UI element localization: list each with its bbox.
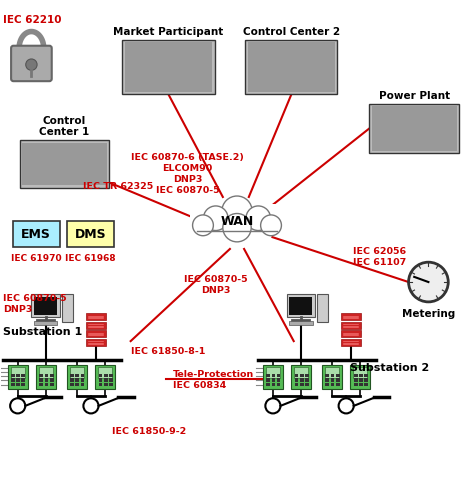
Polygon shape [190,204,284,235]
Bar [109,374,113,377]
Bar [305,384,309,387]
FancyBboxPatch shape [86,313,106,321]
Text: IEC 62056
IEC 61107: IEC 62056 IEC 61107 [353,246,406,266]
FancyBboxPatch shape [11,47,52,82]
FancyBboxPatch shape [34,298,57,315]
Circle shape [26,60,37,71]
Circle shape [409,263,448,302]
FancyBboxPatch shape [10,367,25,378]
Bar [50,374,54,377]
Text: Control Center 2: Control Center 2 [243,27,340,37]
Text: IEC 61970: IEC 61970 [11,253,62,262]
Bar [81,374,84,377]
Bar [16,379,20,382]
Bar [305,379,309,382]
Bar [354,379,357,382]
Bar [45,384,48,387]
Bar [330,379,334,382]
Bar [359,379,363,382]
Text: IEC 61850-8-1: IEC 61850-8-1 [131,347,205,355]
FancyBboxPatch shape [294,367,309,378]
Bar [359,384,363,387]
FancyBboxPatch shape [350,365,370,389]
Bar [39,374,43,377]
FancyBboxPatch shape [289,321,313,325]
FancyBboxPatch shape [22,144,107,186]
FancyBboxPatch shape [95,365,115,389]
Bar [300,379,304,382]
Text: Control
Center 1: Control Center 1 [39,116,90,137]
Bar [21,379,25,382]
Text: Metering: Metering [402,308,455,318]
FancyBboxPatch shape [372,107,457,152]
Bar [104,384,108,387]
Bar [305,374,309,377]
Bar [99,384,102,387]
Bar [277,379,281,382]
FancyBboxPatch shape [36,365,56,389]
Text: IEC 60870-5
DNP3: IEC 60870-5 DNP3 [184,275,247,295]
FancyBboxPatch shape [86,339,106,346]
FancyBboxPatch shape [353,367,367,378]
FancyBboxPatch shape [247,43,335,93]
Bar [104,379,108,382]
Bar [11,374,15,377]
FancyBboxPatch shape [34,321,57,325]
Text: EMS: EMS [21,228,51,240]
Bar [277,384,281,387]
Text: Tele-Protection
IEC 60834: Tele-Protection IEC 60834 [173,369,255,389]
Circle shape [338,398,354,414]
Bar [99,374,102,377]
Bar [325,379,329,382]
FancyBboxPatch shape [12,221,60,247]
Bar [295,379,299,382]
Bar [364,384,368,387]
FancyBboxPatch shape [287,294,315,318]
Text: IEC 62210: IEC 62210 [3,15,62,25]
FancyBboxPatch shape [263,365,283,389]
FancyBboxPatch shape [245,41,337,95]
FancyBboxPatch shape [67,221,114,247]
FancyBboxPatch shape [341,313,361,321]
FancyBboxPatch shape [125,43,212,93]
FancyBboxPatch shape [98,367,112,378]
Bar [330,384,334,387]
FancyBboxPatch shape [39,367,53,378]
Bar [336,374,339,377]
Bar [295,384,299,387]
FancyBboxPatch shape [290,298,312,315]
Text: Substation 2: Substation 2 [350,362,429,372]
Bar [266,374,270,377]
Circle shape [203,206,228,231]
Text: IEC 61850-9-2: IEC 61850-9-2 [112,427,187,435]
FancyBboxPatch shape [325,367,339,378]
Text: IEC TR 62325: IEC TR 62325 [83,181,154,190]
Text: IEC 60870-5
DNP3: IEC 60870-5 DNP3 [3,294,67,314]
Bar [354,384,357,387]
FancyBboxPatch shape [369,105,459,154]
Circle shape [265,398,281,414]
Bar [104,374,108,377]
Bar [272,374,275,377]
FancyBboxPatch shape [341,322,361,329]
FancyBboxPatch shape [8,365,27,389]
Bar [325,384,329,387]
Bar [330,374,334,377]
Circle shape [261,216,282,236]
Bar [109,379,113,382]
Bar [45,374,48,377]
Bar [21,384,25,387]
Bar [50,384,54,387]
Bar [75,384,79,387]
Bar [336,379,339,382]
Bar [50,379,54,382]
Bar [70,374,74,377]
Bar [39,379,43,382]
FancyBboxPatch shape [292,365,311,389]
Bar [16,374,20,377]
Bar [354,374,357,377]
Bar [16,384,20,387]
Text: IEC 60870-6 (TASE.2)
ELCOM90
DNP3
IEC 60870-5: IEC 60870-6 (TASE.2) ELCOM90 DNP3 IEC 60… [131,153,244,195]
Bar [11,379,15,382]
Bar [277,374,281,377]
